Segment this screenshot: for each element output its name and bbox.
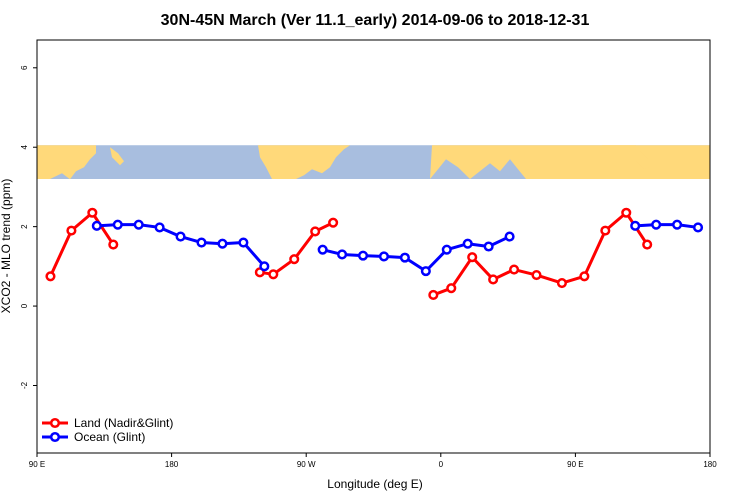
data-point bbox=[467, 252, 478, 263]
land-area bbox=[592, 145, 636, 179]
data-point bbox=[175, 231, 186, 242]
x-axis-label: Longitude (deg E) bbox=[327, 477, 422, 491]
data-point bbox=[217, 238, 228, 249]
x-tick-label: 180 bbox=[165, 460, 179, 469]
data-point bbox=[317, 244, 328, 255]
legend: Land (Nadir&Glint)Ocean (Glint) bbox=[42, 416, 173, 444]
data-point bbox=[112, 219, 123, 230]
y-tick-label: 0 bbox=[20, 303, 29, 308]
data-point bbox=[66, 225, 77, 236]
series-line bbox=[635, 223, 699, 229]
data-point bbox=[621, 207, 632, 218]
land-area bbox=[37, 145, 96, 180]
data-point bbox=[600, 225, 611, 236]
data-point bbox=[630, 220, 641, 231]
data-point bbox=[509, 264, 520, 275]
data-point bbox=[531, 270, 542, 281]
series-line bbox=[322, 235, 511, 273]
data-point bbox=[289, 254, 300, 265]
data-point bbox=[446, 283, 457, 294]
data-point bbox=[399, 252, 410, 263]
data-point bbox=[337, 249, 348, 260]
data-point bbox=[91, 220, 102, 231]
y-tick-label: -2 bbox=[20, 381, 29, 389]
legend-marker bbox=[49, 431, 61, 443]
data-point bbox=[441, 244, 452, 255]
land-area bbox=[628, 147, 650, 170]
y-tick-label: 6 bbox=[20, 65, 29, 70]
data-point bbox=[268, 269, 279, 280]
data-point bbox=[504, 231, 515, 242]
land-area bbox=[430, 145, 710, 179]
series-line bbox=[432, 211, 649, 297]
data-point bbox=[488, 274, 499, 285]
data-point bbox=[357, 250, 369, 261]
data-point bbox=[328, 217, 339, 228]
data-point bbox=[483, 241, 494, 252]
y-axis: -2 0 2 4 6 bbox=[20, 65, 37, 389]
series-line bbox=[49, 211, 115, 277]
x-tick-label: 180 bbox=[703, 460, 717, 469]
data-point bbox=[133, 219, 144, 230]
data-point bbox=[45, 271, 56, 282]
plot-frame bbox=[36, 39, 711, 454]
data-point bbox=[672, 219, 683, 230]
data-point bbox=[556, 277, 567, 289]
data-point bbox=[238, 237, 249, 248]
data-point bbox=[651, 219, 662, 230]
y-tick-label: 2 bbox=[20, 224, 29, 229]
data-point bbox=[154, 222, 165, 233]
series-layer bbox=[45, 207, 704, 300]
data-point bbox=[87, 207, 98, 218]
x-tick-label: 90 E bbox=[567, 460, 583, 469]
legend-marker bbox=[49, 417, 61, 429]
land-area bbox=[110, 147, 124, 166]
x-tick-label: 0 bbox=[439, 460, 444, 469]
world-map-band bbox=[37, 145, 710, 180]
data-point bbox=[378, 251, 390, 262]
chart-title: 30N-45N March (Ver 11.1_early) 2014-09-0… bbox=[161, 12, 590, 29]
data-point bbox=[692, 222, 704, 233]
data-point bbox=[310, 226, 321, 237]
x-tick-label: 90 E bbox=[29, 460, 45, 469]
series-ocean bbox=[91, 219, 704, 277]
legend-label: Ocean (Glint) bbox=[74, 430, 145, 444]
data-point bbox=[259, 261, 270, 272]
data-point bbox=[428, 289, 439, 300]
y-axis-label: XCO2 - MLO trend (ppm) bbox=[0, 179, 13, 314]
x-axis: 90 E 180 90 W 0 90 E 180 bbox=[29, 453, 717, 469]
land-area bbox=[258, 145, 350, 179]
x-tick-label: 90 W bbox=[297, 460, 316, 469]
data-point bbox=[462, 238, 473, 249]
legend-label: Land (Nadir&Glint) bbox=[74, 416, 173, 430]
data-point bbox=[420, 266, 431, 277]
series-land bbox=[45, 207, 653, 300]
y-tick-label: 4 bbox=[20, 144, 29, 149]
series-line bbox=[96, 223, 266, 268]
data-point bbox=[108, 239, 119, 250]
data-point bbox=[579, 271, 590, 282]
data-point bbox=[196, 237, 207, 248]
data-point bbox=[642, 239, 653, 250]
